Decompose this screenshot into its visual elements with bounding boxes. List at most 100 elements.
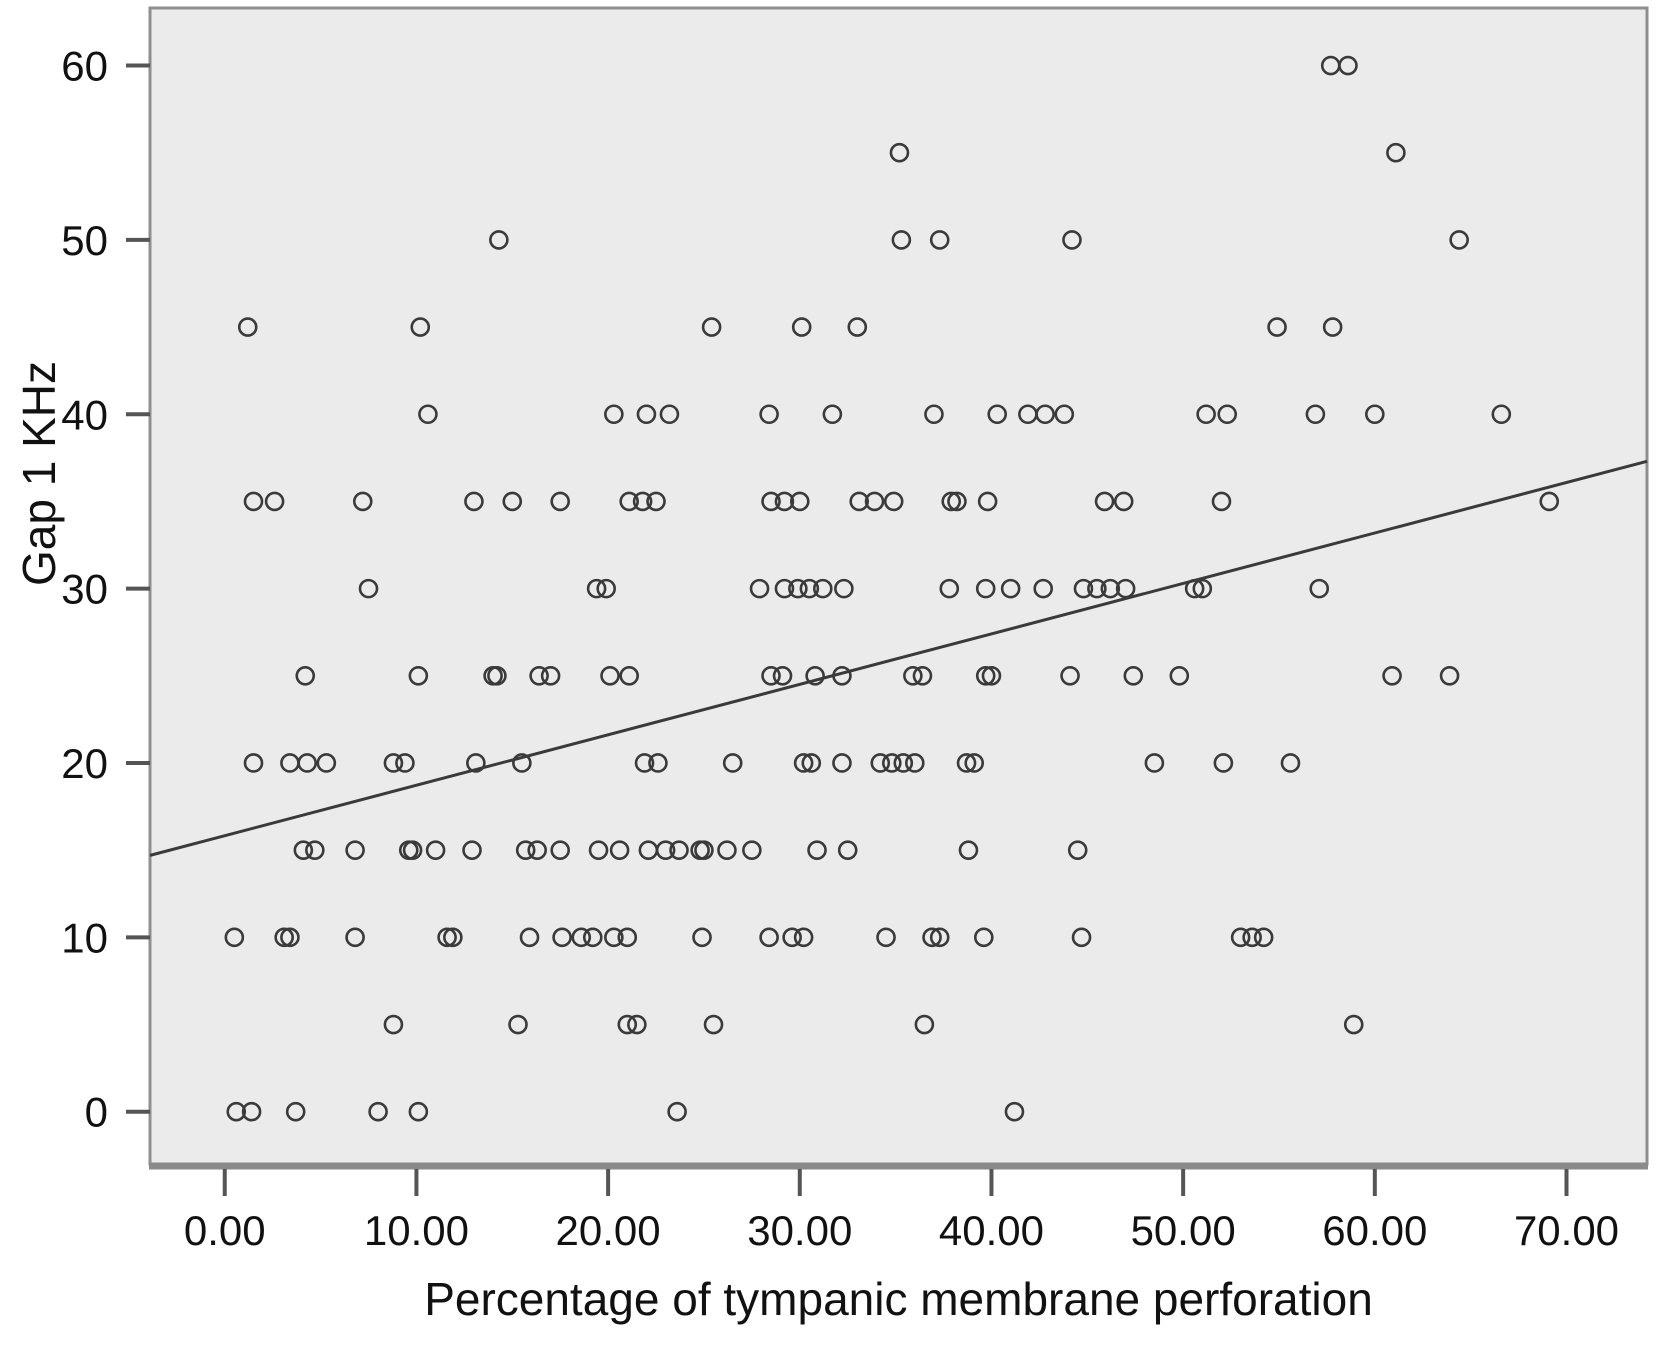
data-point bbox=[586, 578, 607, 599]
data-point bbox=[295, 665, 316, 686]
data-point bbox=[305, 840, 325, 860]
data-point bbox=[805, 665, 825, 686]
data-point bbox=[822, 404, 843, 425]
data-point bbox=[619, 665, 639, 686]
x-axis-title: Percentage of tympanic membrane perforat… bbox=[424, 1273, 1373, 1325]
data-point bbox=[834, 578, 854, 599]
data-point bbox=[1123, 665, 1144, 686]
data-point bbox=[807, 840, 827, 860]
data-point bbox=[443, 927, 463, 948]
data-point bbox=[1253, 927, 1274, 948]
data-point bbox=[922, 927, 942, 948]
data-point bbox=[410, 317, 431, 337]
data-point bbox=[604, 404, 624, 425]
data-point bbox=[634, 753, 655, 773]
data-point bbox=[243, 491, 264, 512]
data-point bbox=[1073, 578, 1094, 599]
data-point bbox=[903, 665, 923, 686]
data-point bbox=[914, 1014, 935, 1035]
data-point bbox=[870, 753, 891, 773]
data-point bbox=[958, 840, 979, 860]
data-point bbox=[508, 1014, 528, 1035]
data-point bbox=[924, 404, 944, 425]
data-point bbox=[1004, 1101, 1025, 1122]
data-point bbox=[1169, 665, 1190, 686]
data-point bbox=[864, 491, 885, 512]
data-point bbox=[293, 840, 314, 860]
data-point bbox=[1449, 230, 1469, 250]
data-point bbox=[224, 927, 245, 948]
data-point bbox=[425, 840, 446, 860]
data-point bbox=[395, 753, 415, 773]
data-point bbox=[345, 840, 365, 860]
data-point bbox=[1211, 491, 1232, 512]
data-point bbox=[527, 840, 547, 860]
data-point bbox=[550, 491, 570, 512]
data-point bbox=[437, 927, 457, 948]
data-point bbox=[941, 491, 962, 512]
y-tick-label: 50 bbox=[61, 217, 108, 264]
data-point bbox=[759, 404, 779, 425]
y-tick-label: 10 bbox=[61, 914, 108, 961]
data-point bbox=[408, 1101, 429, 1122]
data-point bbox=[502, 491, 523, 512]
data-point bbox=[280, 927, 300, 948]
data-point bbox=[889, 142, 910, 163]
data-point bbox=[1267, 317, 1287, 337]
data-point bbox=[849, 491, 870, 512]
data-point bbox=[659, 404, 680, 425]
data-point bbox=[717, 840, 737, 860]
data-point bbox=[929, 230, 950, 250]
data-point bbox=[316, 753, 337, 773]
data-point bbox=[596, 578, 616, 599]
data-point bbox=[876, 927, 896, 948]
data-point bbox=[600, 665, 620, 686]
data-point bbox=[552, 927, 572, 948]
data-point bbox=[956, 753, 977, 773]
data-point bbox=[588, 840, 609, 860]
data-point bbox=[619, 491, 639, 512]
data-point bbox=[1071, 927, 1092, 948]
data-point bbox=[1035, 404, 1055, 425]
data-point bbox=[617, 1014, 638, 1035]
data-point bbox=[571, 927, 592, 948]
data-point bbox=[832, 753, 852, 773]
data-point bbox=[1192, 578, 1213, 599]
data-point bbox=[418, 404, 438, 425]
data-point bbox=[1113, 491, 1134, 512]
data-point bbox=[1115, 578, 1136, 599]
data-point bbox=[604, 927, 624, 948]
data-point bbox=[904, 753, 925, 773]
data-point bbox=[352, 491, 373, 512]
data-point bbox=[1305, 404, 1326, 425]
data-point bbox=[408, 665, 429, 686]
data-point bbox=[1491, 404, 1512, 425]
data-point bbox=[519, 927, 540, 948]
data-point bbox=[793, 927, 814, 948]
data-point bbox=[487, 665, 507, 686]
data-point bbox=[1439, 665, 1460, 686]
data-point bbox=[667, 1101, 687, 1122]
data-point bbox=[1539, 491, 1560, 512]
data-point bbox=[1322, 317, 1343, 337]
data-point bbox=[881, 753, 902, 773]
data-point bbox=[358, 578, 379, 599]
data-point bbox=[617, 927, 638, 948]
data-point bbox=[975, 665, 996, 686]
data-point bbox=[1060, 665, 1080, 686]
data-point bbox=[1094, 491, 1115, 512]
data-point bbox=[285, 1101, 306, 1122]
data-point bbox=[977, 491, 998, 512]
data-point bbox=[648, 753, 668, 773]
data-point bbox=[847, 317, 868, 337]
data-point bbox=[837, 840, 858, 860]
data-point bbox=[1213, 753, 1234, 773]
data-point bbox=[297, 753, 317, 773]
data-point bbox=[540, 665, 561, 686]
data-point bbox=[703, 1014, 724, 1035]
data-point bbox=[489, 230, 509, 250]
data-point bbox=[788, 578, 808, 599]
data-point bbox=[1033, 578, 1054, 599]
data-point bbox=[694, 840, 714, 860]
x-tick-label: 20.00 bbox=[556, 1207, 661, 1254]
